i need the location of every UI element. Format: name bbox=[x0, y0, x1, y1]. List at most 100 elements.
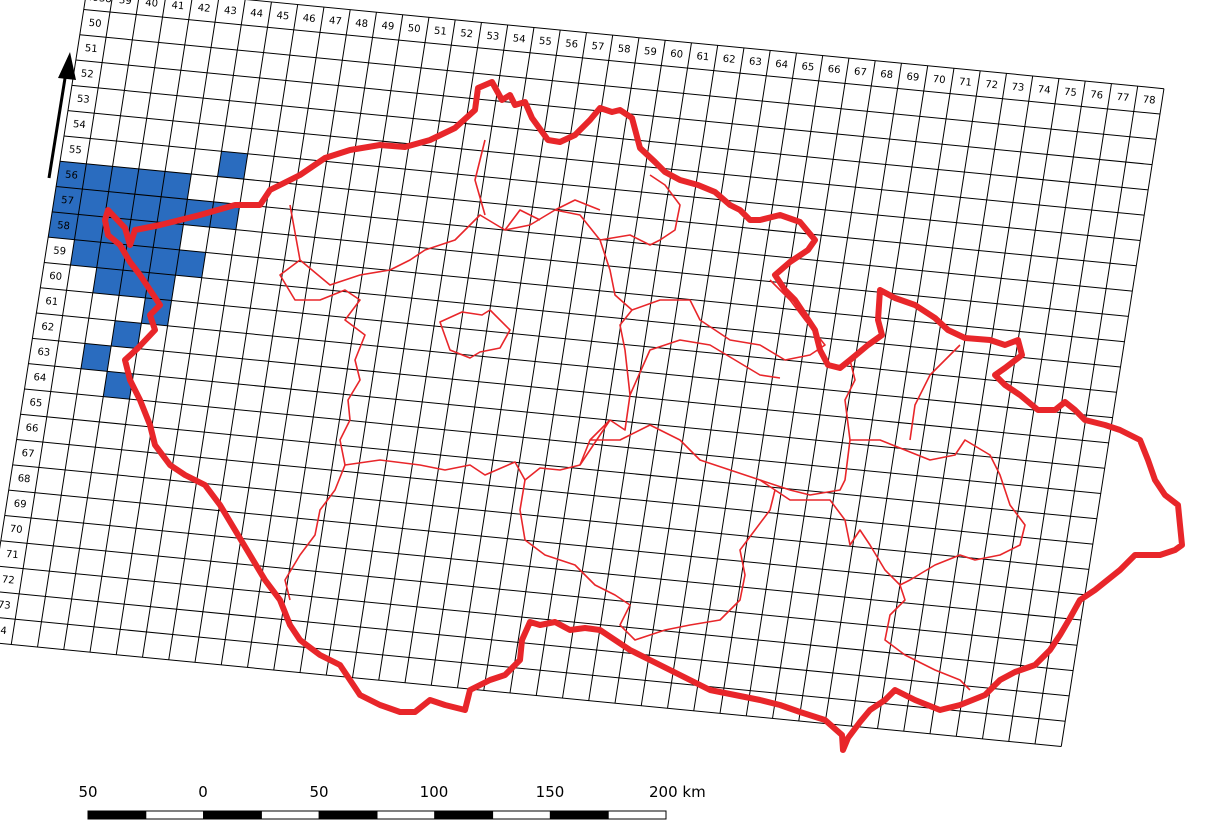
region-borders-2 bbox=[474, 139, 856, 496]
scale-bar-label: 50 bbox=[309, 783, 328, 801]
column-label: 56 bbox=[565, 38, 579, 50]
row-label: 58 bbox=[57, 220, 71, 232]
row-label: 66 bbox=[25, 423, 39, 435]
region-prague bbox=[439, 309, 511, 359]
occupied-cell bbox=[70, 239, 101, 268]
column-label: 58 bbox=[617, 43, 631, 55]
column-label: 54 bbox=[512, 33, 526, 45]
row-label: 69 bbox=[13, 498, 27, 510]
occupied-cell bbox=[149, 247, 180, 276]
occupied-cell bbox=[134, 168, 166, 197]
grid-line bbox=[79, 34, 1157, 140]
column-label: 46 bbox=[302, 13, 316, 25]
column-label: 73 bbox=[1011, 82, 1025, 94]
row-label: 54 bbox=[72, 119, 86, 131]
scale-bar-segment bbox=[434, 810, 494, 820]
column-label: 52 bbox=[460, 28, 474, 40]
column-label: 62 bbox=[722, 54, 736, 66]
region-borders-3 bbox=[284, 344, 1026, 691]
occupied-cell bbox=[52, 186, 83, 215]
column-label: 72 bbox=[985, 79, 999, 91]
grid-line bbox=[40, 287, 1117, 393]
row-label: 63 bbox=[37, 347, 51, 359]
occupied-cell bbox=[130, 194, 162, 223]
region-borders bbox=[279, 204, 633, 481]
column-label: 39 bbox=[118, 0, 132, 7]
grid-line bbox=[0, 642, 1062, 747]
grid-line bbox=[0, 565, 1074, 672]
row-label: 68 bbox=[17, 473, 31, 485]
scale-bar-segment bbox=[376, 810, 436, 820]
occupied-cell bbox=[82, 163, 113, 192]
column-label: 47 bbox=[328, 15, 342, 27]
column-label: 66 bbox=[827, 64, 841, 76]
scale-bar-segment bbox=[318, 810, 378, 820]
column-label: 50 bbox=[407, 23, 421, 35]
occupied-cell bbox=[153, 222, 184, 250]
column-label: 42 bbox=[197, 3, 211, 15]
grid-line bbox=[0, 617, 1066, 722]
column-label: 44 bbox=[250, 8, 264, 20]
column-label: 64 bbox=[775, 59, 789, 71]
column-label: 78 bbox=[1142, 94, 1156, 106]
grid-lines bbox=[0, 0, 1165, 747]
grid-line bbox=[0, 591, 1070, 697]
grid-line bbox=[4, 514, 1082, 621]
row-label: 74 bbox=[0, 625, 7, 637]
grid-line bbox=[36, 312, 1113, 419]
column-label: 65 bbox=[801, 61, 815, 73]
row-label: 62 bbox=[41, 321, 55, 333]
column-label: 55 bbox=[538, 36, 552, 48]
grid-line bbox=[16, 439, 1093, 545]
row-label: 57 bbox=[61, 195, 75, 207]
north-arrow-icon bbox=[47, 52, 76, 179]
row-label: 51 bbox=[84, 43, 98, 55]
occupied-cell bbox=[217, 151, 248, 180]
row-label: 52 bbox=[80, 68, 94, 80]
scale-bar: 50 0 50 100 150 200 km bbox=[78, 783, 706, 820]
column-label: 57 bbox=[591, 41, 605, 53]
column-label: 59 bbox=[643, 46, 657, 58]
column-label: 45 bbox=[276, 10, 290, 22]
scale-bar-segment bbox=[607, 810, 667, 820]
grid-line bbox=[67, 110, 1145, 216]
scale-bar-segment bbox=[203, 810, 262, 820]
occupied-cell bbox=[175, 249, 206, 278]
column-label: 71 bbox=[958, 77, 972, 89]
column-label: 61 bbox=[696, 51, 710, 63]
row-label: 55 bbox=[69, 144, 83, 156]
column-label: 77 bbox=[1116, 92, 1130, 104]
scale-bar-label: 100 bbox=[420, 783, 449, 801]
scale-bar-segment bbox=[260, 810, 320, 820]
column-label: 74 bbox=[1037, 84, 1051, 96]
grid-line bbox=[12, 464, 1089, 570]
scale-bar-label: 0 bbox=[198, 783, 208, 801]
column-label: 68 bbox=[880, 69, 894, 81]
occupied-cell bbox=[92, 267, 123, 296]
scale-bar-segment bbox=[549, 810, 609, 820]
grid-line bbox=[20, 413, 1097, 520]
occupied-cell bbox=[111, 320, 142, 349]
occupied-cell bbox=[103, 371, 134, 400]
occupied-cell bbox=[78, 189, 109, 217]
grid-line bbox=[48, 236, 1125, 343]
column-label: 43 bbox=[223, 5, 237, 17]
country-border bbox=[102, 79, 1185, 753]
occupied-cell bbox=[48, 211, 79, 240]
grid-line bbox=[32, 337, 1109, 444]
occupied-cell bbox=[74, 214, 105, 243]
grid-line bbox=[56, 186, 1133, 292]
column-label: 51 bbox=[433, 26, 447, 38]
column-label: 75 bbox=[1063, 87, 1077, 99]
grid-line bbox=[24, 388, 1101, 494]
column-label: 60 bbox=[670, 49, 684, 61]
row-label: 65 bbox=[29, 397, 43, 409]
grid-line bbox=[52, 211, 1129, 317]
row-label: 72 bbox=[1, 574, 15, 586]
row-label: 59 bbox=[53, 245, 67, 257]
row-label: 61 bbox=[45, 296, 59, 308]
row-label: 56 bbox=[65, 170, 79, 182]
column-label: 48 bbox=[355, 18, 369, 30]
row-label: 64 bbox=[33, 372, 47, 384]
